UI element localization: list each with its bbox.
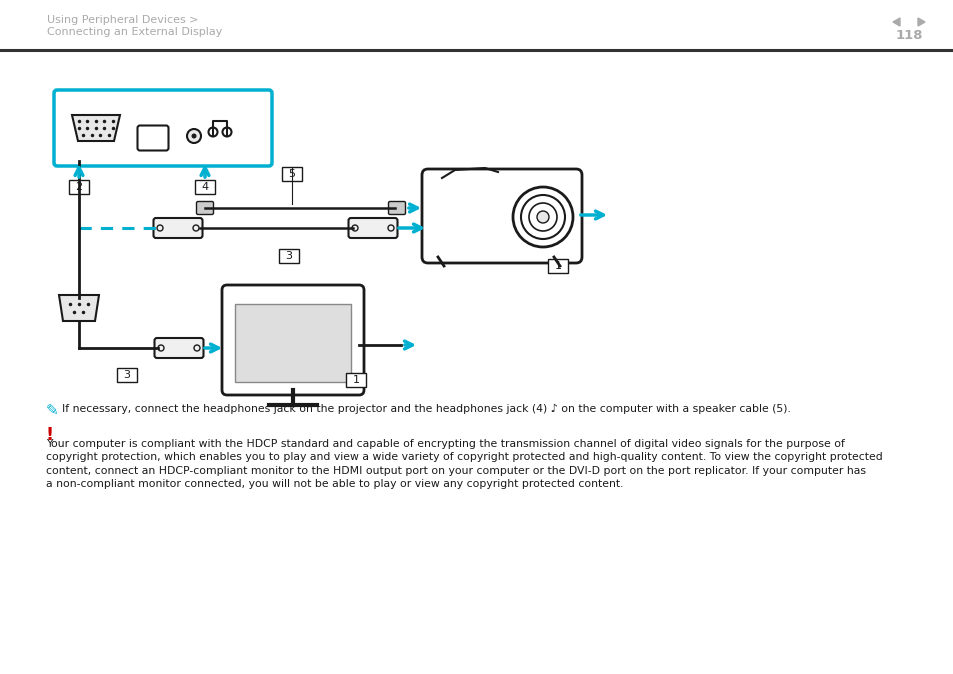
FancyBboxPatch shape <box>388 202 405 214</box>
Circle shape <box>537 211 548 223</box>
Text: 2: 2 <box>75 182 83 192</box>
Circle shape <box>187 129 201 143</box>
FancyBboxPatch shape <box>153 218 202 238</box>
Text: If necessary, connect the headphones jack on the projector and the headphones ja: If necessary, connect the headphones jac… <box>62 404 790 415</box>
Polygon shape <box>59 295 99 321</box>
Text: Your computer is compliant with the HDCP standard and capable of encrypting the : Your computer is compliant with the HDCP… <box>46 439 882 489</box>
Polygon shape <box>917 18 924 26</box>
FancyBboxPatch shape <box>547 259 567 273</box>
Text: !: ! <box>46 426 54 444</box>
Text: Connecting an External Display: Connecting an External Display <box>47 27 222 37</box>
FancyBboxPatch shape <box>278 249 298 263</box>
FancyBboxPatch shape <box>421 169 581 263</box>
Circle shape <box>192 133 196 138</box>
FancyBboxPatch shape <box>348 218 397 238</box>
Polygon shape <box>892 18 899 26</box>
FancyBboxPatch shape <box>194 180 214 194</box>
Text: 4: 4 <box>201 182 209 192</box>
FancyBboxPatch shape <box>222 285 364 395</box>
FancyBboxPatch shape <box>54 90 272 166</box>
Text: 1: 1 <box>554 261 561 271</box>
Text: 3: 3 <box>123 370 131 380</box>
FancyBboxPatch shape <box>196 202 213 214</box>
Text: ✎: ✎ <box>46 403 59 418</box>
Text: 3: 3 <box>285 251 293 261</box>
Text: Using Peripheral Devices >: Using Peripheral Devices > <box>47 15 198 25</box>
Text: 118: 118 <box>894 29 922 42</box>
Text: 1: 1 <box>352 375 359 385</box>
FancyBboxPatch shape <box>346 373 366 387</box>
FancyBboxPatch shape <box>137 125 169 150</box>
FancyBboxPatch shape <box>154 338 203 358</box>
FancyBboxPatch shape <box>234 304 351 382</box>
Text: 5: 5 <box>288 169 295 179</box>
FancyBboxPatch shape <box>282 167 302 181</box>
FancyBboxPatch shape <box>69 180 89 194</box>
FancyBboxPatch shape <box>117 368 137 382</box>
Polygon shape <box>71 115 120 141</box>
